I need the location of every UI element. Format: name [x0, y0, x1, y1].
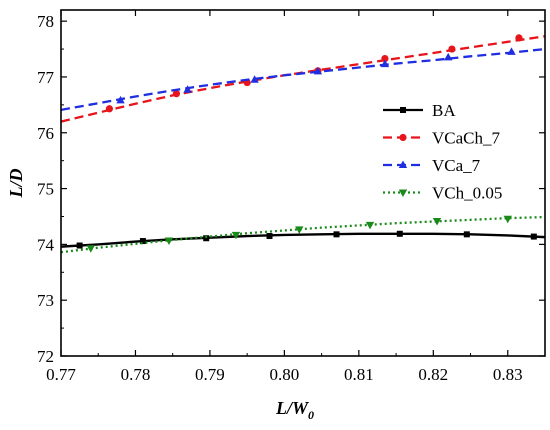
x-axis-title: L/W0 — [275, 398, 314, 422]
series-line — [61, 47, 545, 112]
data-point — [515, 34, 523, 42]
legend-label: VCa_7 — [432, 156, 481, 175]
data-point — [183, 85, 192, 93]
data-point — [139, 238, 146, 245]
data-point — [105, 105, 113, 113]
y-tick-label: 77 — [37, 68, 55, 87]
data-point — [432, 217, 442, 226]
data-point — [313, 66, 323, 75]
data-point — [444, 52, 453, 61]
data-point — [116, 95, 125, 104]
legend-item: VCh_0.05 — [383, 184, 502, 203]
data-point — [76, 242, 83, 249]
legend-item: VCaCh_7 — [383, 129, 501, 148]
data-point — [250, 75, 259, 83]
series-line — [61, 215, 545, 254]
x-axis-title-main: L/W — [275, 398, 310, 418]
legend-item: VCa_7 — [383, 156, 481, 175]
series-VCaCh_7 — [61, 34, 545, 123]
data-point — [295, 226, 304, 234]
data-point — [448, 45, 456, 53]
series-VCh_0.05 — [61, 215, 545, 254]
data-point — [86, 245, 95, 253]
data-point — [203, 235, 210, 242]
plot-frame — [60, 9, 546, 357]
data-point — [172, 90, 181, 98]
series-line — [61, 232, 545, 248]
data-point — [164, 237, 174, 245]
data-point — [398, 160, 408, 168]
data-point — [333, 231, 340, 238]
legend-label: BA — [432, 101, 456, 120]
data-point — [400, 107, 406, 113]
x-tick-label: 0.83 — [493, 365, 523, 384]
data-point — [398, 189, 408, 197]
data-point — [463, 231, 470, 238]
legend-label: VCaCh_7 — [432, 129, 501, 148]
x-tick-label: 0.82 — [418, 365, 448, 384]
data-point — [399, 133, 407, 142]
data-point — [503, 215, 512, 224]
x-axis-title-subscript: 0 — [308, 408, 314, 422]
y-axis-title: L/D — [6, 169, 26, 199]
x-tick-label: 0.80 — [270, 365, 300, 384]
series-VCa_7 — [61, 47, 545, 112]
x-tick-label: 0.81 — [344, 365, 374, 384]
series-line — [61, 35, 545, 123]
data-point — [365, 221, 375, 230]
y-tick-label: 72 — [37, 347, 54, 366]
y-tick-label: 75 — [37, 180, 54, 199]
x-tick-label: 0.78 — [121, 365, 151, 384]
series-layer — [61, 34, 545, 254]
data-point — [231, 231, 241, 240]
y-tick-label: 74 — [37, 235, 55, 254]
data-point — [396, 230, 403, 237]
series-BA — [61, 230, 545, 249]
x-tick-label: 0.77 — [46, 365, 76, 384]
y-tick-label: 73 — [37, 291, 54, 310]
data-point — [380, 59, 390, 68]
data-point — [507, 47, 516, 55]
legend-label: VCh_0.05 — [432, 184, 502, 203]
data-point — [381, 54, 389, 63]
legend: BA VCaCh_7 VCa_7 VCh_0.05 — [383, 101, 502, 203]
x-tick-label: 0.79 — [195, 365, 225, 384]
y-tick-label: 78 — [37, 12, 54, 31]
axis-ticks: 0.77 0.78 0.79 0.80 0.81 0.82 0.83 72 73 74 75 76 77… — [37, 10, 545, 384]
data-point — [530, 233, 537, 240]
data-point — [266, 233, 273, 240]
legend-item: BA — [383, 101, 456, 120]
y-tick-label: 76 — [37, 124, 54, 143]
